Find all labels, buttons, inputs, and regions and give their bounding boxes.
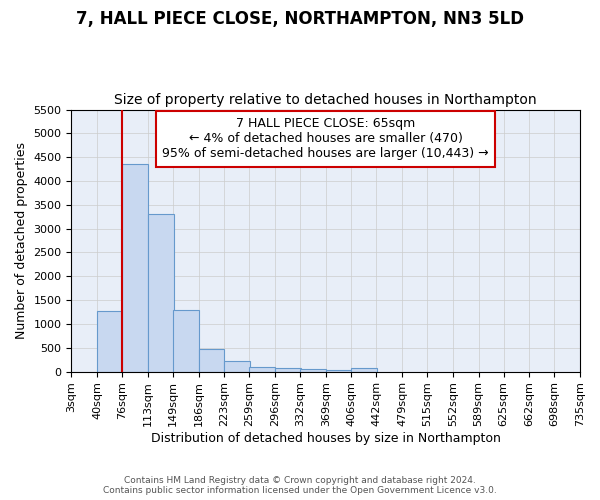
Text: 7, HALL PIECE CLOSE, NORTHAMPTON, NN3 5LD: 7, HALL PIECE CLOSE, NORTHAMPTON, NN3 5L… bbox=[76, 10, 524, 28]
Bar bbox=[300, 369, 326, 372]
X-axis label: Distribution of detached houses by size in Northampton: Distribution of detached houses by size … bbox=[151, 432, 500, 445]
Bar bbox=[122, 164, 148, 372]
Bar bbox=[199, 348, 224, 372]
Text: Contains HM Land Registry data © Crown copyright and database right 2024.
Contai: Contains HM Land Registry data © Crown c… bbox=[103, 476, 497, 495]
Bar bbox=[249, 367, 275, 372]
Bar bbox=[352, 368, 377, 372]
Title: Size of property relative to detached houses in Northampton: Size of property relative to detached ho… bbox=[115, 93, 537, 107]
Bar bbox=[97, 310, 123, 372]
Text: 7 HALL PIECE CLOSE: 65sqm
← 4% of detached houses are smaller (470)
95% of semi-: 7 HALL PIECE CLOSE: 65sqm ← 4% of detach… bbox=[163, 118, 489, 160]
Bar bbox=[326, 370, 352, 372]
Bar bbox=[275, 368, 301, 372]
Y-axis label: Number of detached properties: Number of detached properties bbox=[15, 142, 28, 339]
Bar bbox=[173, 310, 199, 372]
Bar bbox=[148, 214, 173, 372]
Bar bbox=[224, 360, 250, 372]
